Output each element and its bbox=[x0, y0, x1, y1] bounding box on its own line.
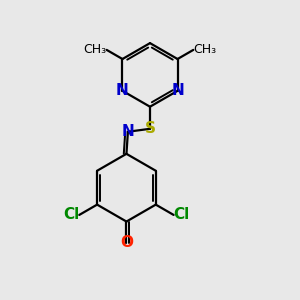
Text: CH₃: CH₃ bbox=[83, 44, 107, 56]
Text: Cl: Cl bbox=[174, 207, 190, 222]
Text: Cl: Cl bbox=[63, 207, 79, 222]
Text: O: O bbox=[120, 235, 133, 250]
Text: CH₃: CH₃ bbox=[193, 44, 217, 56]
Text: S: S bbox=[145, 121, 155, 136]
Text: N: N bbox=[116, 83, 129, 98]
Text: N: N bbox=[171, 83, 184, 98]
Text: N: N bbox=[122, 124, 134, 139]
